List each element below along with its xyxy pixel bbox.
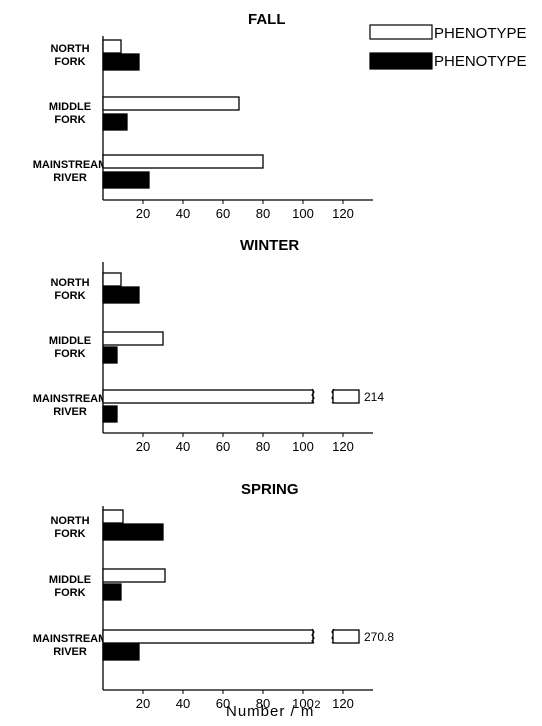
- x-axis-title: Number / m2: [226, 699, 321, 720]
- category-label: NORTH: [50, 515, 89, 527]
- category-label: FORK: [54, 290, 85, 302]
- x-tick-label: 120: [332, 696, 354, 711]
- category-label: NORTH: [50, 277, 89, 289]
- category-label: RIVER: [53, 646, 87, 658]
- panel-title-spring: SPRING: [241, 481, 299, 498]
- bar: [102, 568, 166, 583]
- bar-segment-right: [332, 629, 360, 644]
- category-label: MIDDLE: [49, 574, 91, 586]
- x-tick-label: 80: [256, 206, 270, 221]
- x-tick-label: 80: [256, 439, 270, 454]
- bar: [102, 113, 128, 131]
- panel-title-fall: FALL: [248, 11, 286, 28]
- x-axis-title-superscript: 2: [314, 699, 321, 711]
- axis-break-mark: [311, 388, 315, 404]
- bar: [102, 39, 122, 54]
- category-label: FORK: [54, 587, 85, 599]
- bar-value-label: 214: [364, 390, 384, 404]
- x-tick-label: 60: [216, 206, 230, 221]
- x-axis-title-text: Number / m: [226, 703, 314, 720]
- x-tick-label: 40: [176, 696, 190, 711]
- bar: [102, 286, 140, 304]
- category-label: RIVER: [53, 406, 87, 418]
- category-label: MIDDLE: [49, 335, 91, 347]
- bar: [102, 643, 140, 661]
- category-label: RIVER: [53, 172, 87, 184]
- bar-segment-right: [332, 389, 360, 404]
- x-tick-label: 120: [332, 439, 354, 454]
- bar: [102, 405, 118, 423]
- category-label: MAINSTREAM: [33, 159, 108, 171]
- x-tick-label: 60: [216, 439, 230, 454]
- bar: [102, 583, 122, 601]
- category-label: NORTH: [50, 43, 89, 55]
- bar: [102, 331, 164, 346]
- x-tick-label: 120: [332, 206, 354, 221]
- legend: PHENOTYPE PHENOTYPE: [369, 24, 527, 70]
- legend-label-solid: PHENOTYPE: [434, 53, 527, 70]
- bar: [102, 154, 264, 169]
- category-label: FORK: [54, 528, 85, 540]
- bar-value-label: 270.8: [364, 630, 394, 644]
- x-tick-label: 100: [292, 439, 314, 454]
- category-label: FORK: [54, 56, 85, 68]
- category-label: MIDDLE: [49, 101, 91, 113]
- x-tick-label: 100: [292, 206, 314, 221]
- legend-label-open: PHENOTYPE: [434, 25, 527, 42]
- x-tick-label: 20: [136, 206, 150, 221]
- bar-segment-left: [102, 389, 314, 404]
- bar-segment-left: [102, 629, 314, 644]
- bar: [102, 96, 240, 111]
- axis-break-mark: [311, 628, 315, 644]
- bar: [102, 53, 140, 71]
- bar: [102, 523, 164, 541]
- panel-title-winter: WINTER: [240, 237, 299, 254]
- x-tick-label: 20: [136, 696, 150, 711]
- x-tick-label: 20: [136, 439, 150, 454]
- bar: [102, 509, 124, 524]
- legend-swatch-solid: [369, 52, 433, 70]
- x-tick-label: 40: [176, 206, 190, 221]
- category-label: FORK: [54, 114, 85, 126]
- bar: [102, 346, 118, 364]
- category-label: MAINSTREAM: [33, 633, 108, 645]
- bar: [102, 272, 122, 287]
- x-tick-label: 60: [216, 696, 230, 711]
- category-label: FORK: [54, 348, 85, 360]
- category-label: MAINSTREAM: [33, 393, 108, 405]
- x-tick-label: 40: [176, 439, 190, 454]
- x-tick-label: 80: [256, 696, 270, 711]
- x-tick-label: 100: [292, 696, 314, 711]
- legend-swatch-open: [369, 24, 433, 40]
- bar: [102, 171, 150, 189]
